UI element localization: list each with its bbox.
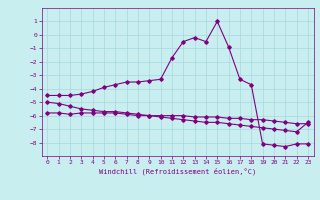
X-axis label: Windchill (Refroidissement éolien,°C): Windchill (Refroidissement éolien,°C) — [99, 168, 256, 175]
